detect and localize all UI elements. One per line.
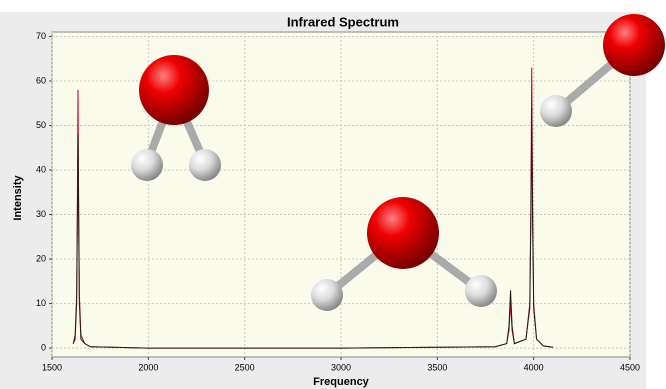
page: Infrared Spectrum Frequency Intensity 01… bbox=[0, 0, 666, 389]
molecule-layer bbox=[0, 0, 666, 389]
atoms bbox=[131, 14, 665, 311]
